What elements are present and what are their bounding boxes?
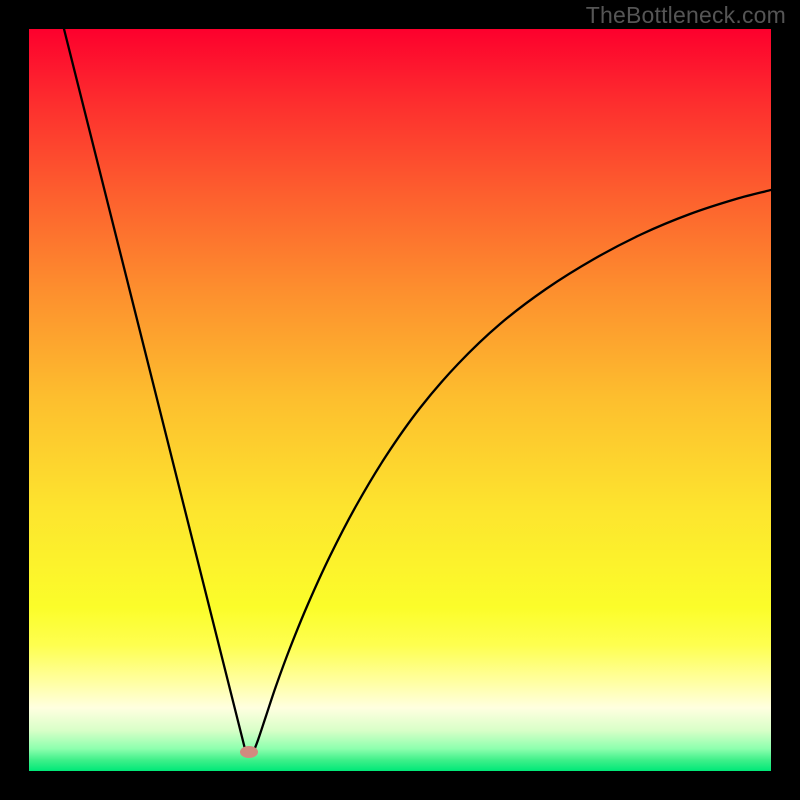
trough-marker	[240, 746, 258, 758]
chart-container: TheBottleneck.com	[0, 0, 800, 800]
watermark-text: TheBottleneck.com	[586, 2, 786, 29]
plot-background-gradient	[29, 29, 771, 771]
chart-svg	[0, 0, 800, 800]
